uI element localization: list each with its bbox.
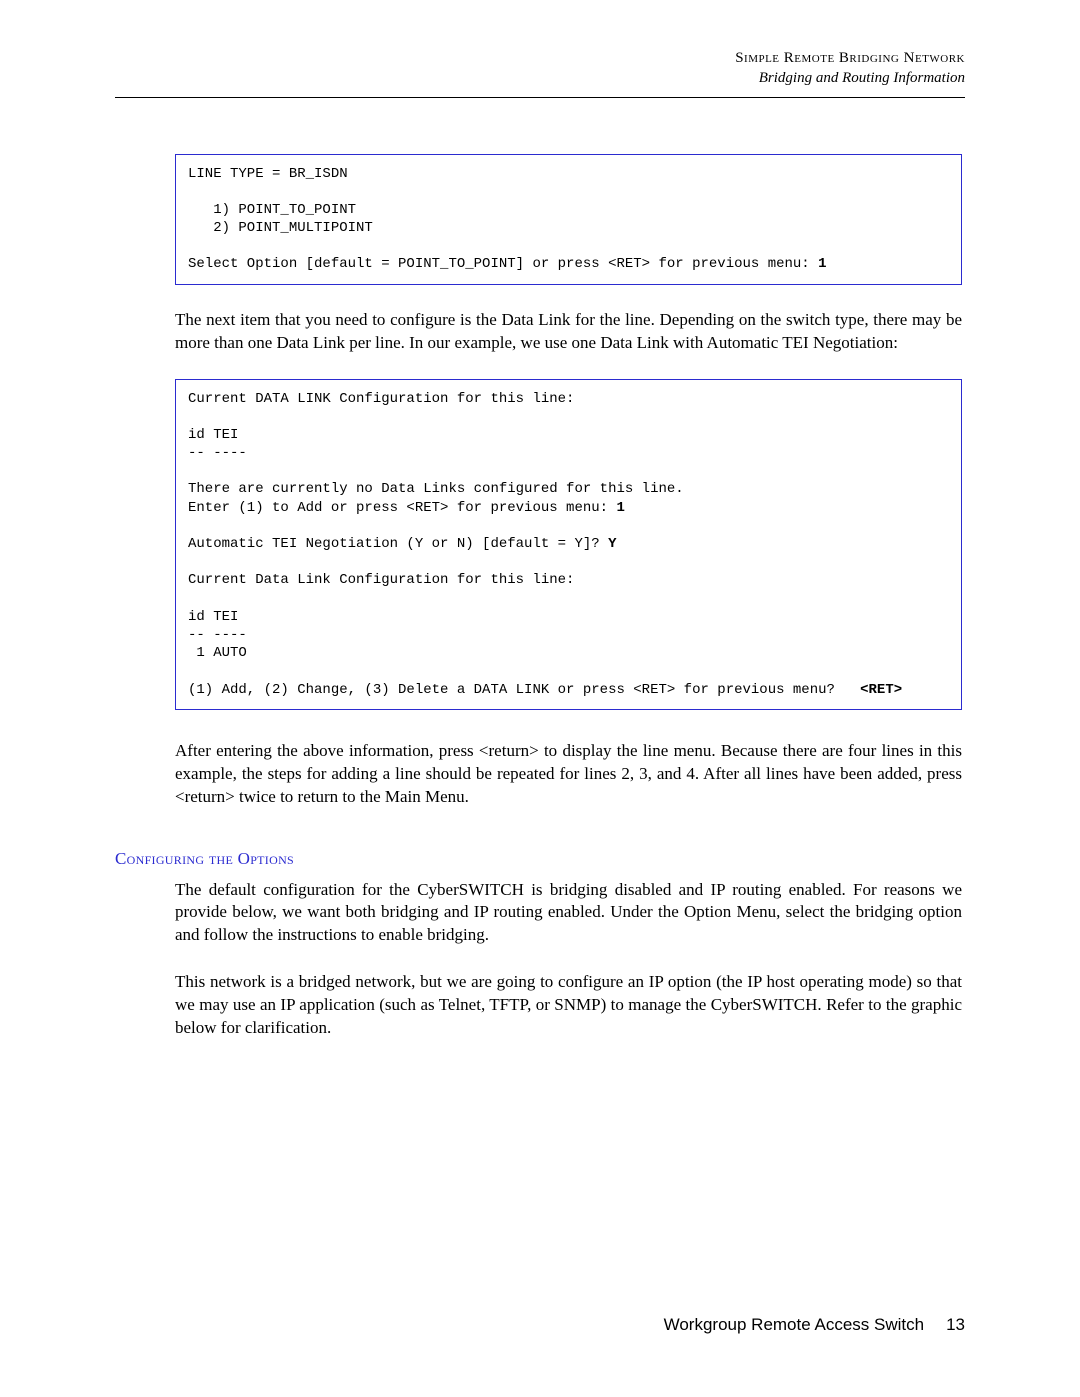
code-line: (1) Add, (2) Change, (3) Delete a DATA L…: [188, 682, 860, 698]
body-paragraph: After entering the above information, pr…: [175, 740, 962, 809]
running-head: Simple Remote Bridging Network Bridging …: [115, 48, 965, 89]
code-line: -- ----: [188, 445, 247, 461]
code-line: Current DATA LINK Configuration for this…: [188, 391, 574, 407]
code-user-input: 1: [616, 500, 624, 516]
code-line: Select Option [default = POINT_TO_POINT]…: [188, 256, 818, 272]
footer-product: Workgroup Remote Access Switch: [664, 1315, 924, 1334]
code-line: LINE TYPE = BR_ISDN: [188, 166, 348, 182]
code-line: -- ----: [188, 627, 247, 643]
code-line: 1 AUTO: [188, 645, 247, 661]
code-line: 1) POINT_TO_POINT: [188, 202, 356, 218]
code-line: 2) POINT_MULTIPOINT: [188, 220, 373, 236]
footer-page-number: 13: [946, 1315, 965, 1334]
code-user-input: Y: [608, 536, 616, 552]
body-paragraph: The default configuration for the CyberS…: [175, 879, 962, 948]
code-line: Current Data Link Configuration for this…: [188, 572, 574, 588]
code-user-input: <RET>: [860, 682, 902, 698]
code-line: Automatic TEI Negotiation (Y or N) [defa…: [188, 536, 608, 552]
code-user-input: 1: [818, 256, 826, 272]
code-line: Enter (1) to Add or press <RET> for prev…: [188, 500, 616, 516]
code-block-line-type: LINE TYPE = BR_ISDN 1) POINT_TO_POINT 2)…: [175, 154, 962, 285]
page-footer: Workgroup Remote Access Switch 13: [664, 1315, 965, 1335]
header-section: Bridging and Routing Information: [115, 68, 965, 88]
page: Simple Remote Bridging Network Bridging …: [0, 0, 1080, 1397]
code-line: There are currently no Data Links config…: [188, 481, 684, 497]
code-line: id TEI: [188, 609, 238, 625]
body-paragraph: This network is a bridged network, but w…: [175, 971, 962, 1040]
header-chapter: Simple Remote Bridging Network: [115, 48, 965, 68]
section-heading: Configuring the Options: [115, 849, 965, 869]
body-paragraph: The next item that you need to configure…: [175, 309, 962, 355]
code-line: id TEI: [188, 427, 238, 443]
code-block-data-link: Current DATA LINK Configuration for this…: [175, 379, 962, 710]
header-rule: [115, 97, 965, 98]
